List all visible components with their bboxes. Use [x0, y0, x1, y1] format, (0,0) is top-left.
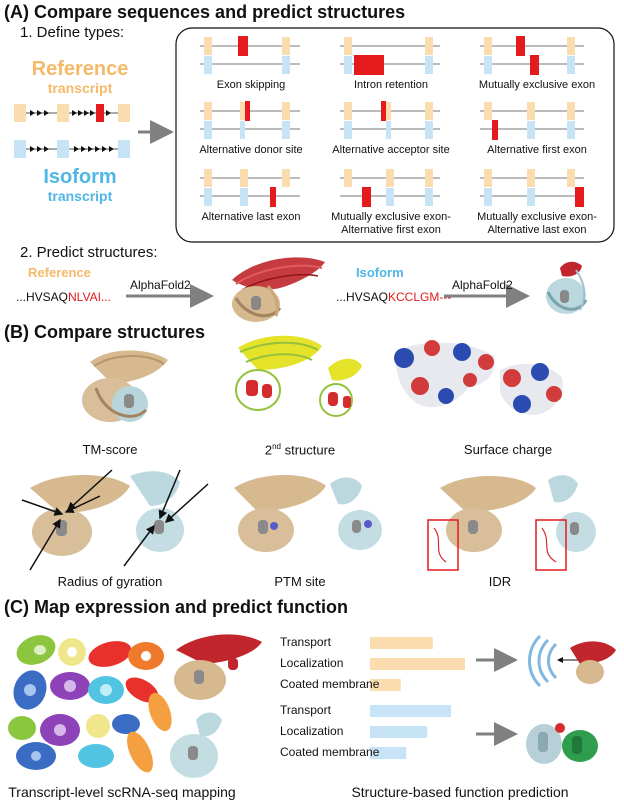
ref-term-0: Transport [280, 635, 331, 649]
type-label-mxe-alt-last-1: Mutually exclusive exon- [477, 211, 597, 223]
radius-caption: Radius of gyration [57, 574, 163, 589]
coated-membrane-icon [528, 634, 558, 688]
idr-caption: IDR [488, 574, 512, 589]
idr-graphics [427, 475, 596, 571]
isoform-sequence: ...HVSAQKCCLGM--- [336, 290, 451, 304]
ref-term-1: Localization [280, 656, 344, 670]
surface-charge-graphics [394, 340, 563, 415]
isoform-transcript-schematic [14, 140, 130, 158]
ptm-site-graphics [234, 475, 382, 552]
cell-collage [8, 635, 172, 773]
type-label-alt-donor: Alternative donor site [199, 144, 303, 156]
caption-left: Transcript-level scRNA-seq mapping [8, 784, 236, 800]
caption-right: Structure-based function prediction [351, 784, 569, 800]
section-b-title: (B) Compare structures [4, 322, 206, 342]
reference-function-bars [370, 637, 465, 691]
type-label-intron-retention: Intron retention [354, 79, 428, 91]
alphafold-label-isoform: AlphaFold2 [452, 278, 513, 292]
isoform-complex-structure [526, 723, 598, 764]
type-mxe-alt-first-glyph [340, 169, 440, 207]
type-label-mxe-alt-first-2: Alternative first exon [341, 224, 441, 236]
secondary-sup: nd [272, 442, 281, 451]
type-intron-retention-glyph [340, 37, 440, 75]
idr-box-reference [427, 519, 459, 571]
isoform-structure-c [170, 712, 222, 778]
step2-label: 2. Predict structures: [20, 244, 158, 261]
type-alt-donor-glyph [200, 101, 300, 139]
isoform-function-bars [370, 705, 452, 759]
secondary-suffix: structure [280, 442, 336, 458]
reference-sub: transcript [47, 80, 113, 96]
surface-charge-caption: Surface charge [463, 442, 553, 457]
type-label-mxe-alt-last-2: Alternative last exon [487, 224, 587, 236]
section-c-title: (C) Map expression and predict function [4, 597, 349, 617]
type-mutually-exclusive-glyph [480, 36, 584, 75]
type-label-alt-last: Alternative last exon [201, 211, 301, 223]
type-label-alt-acceptor: Alternative acceptor site [332, 144, 450, 156]
isoform-sub: transcript [47, 188, 113, 204]
type-label-mxe-alt-first-1: Mutually exclusive exon- [331, 211, 451, 223]
reference-structure-c [174, 634, 262, 700]
ptm-caption: PTM site [274, 574, 326, 589]
iso-bar-2 [370, 747, 407, 759]
reference-seq-common: ...HVSAQ [16, 290, 69, 304]
ref-bar-2 [370, 679, 401, 691]
isoform-structure-a [546, 261, 588, 314]
secondary-structure-caption: 2nd structure [240, 442, 360, 457]
isoform-label-step2: Isoform [356, 265, 404, 280]
isoform-word: Isoform [43, 166, 117, 188]
type-label-mutually-exclusive: Mutually exclusive exon [478, 79, 596, 91]
iso-term-2: Coated membrane [280, 745, 380, 759]
type-alt-acceptor-glyph [340, 101, 440, 139]
reference-seq-diff: NLVAI... [68, 290, 111, 304]
iso-term-0: Transport [280, 703, 331, 717]
reference-label-step2: Reference [28, 265, 91, 280]
reference-word: Reference [31, 58, 129, 80]
isoform-seq-diff: KCCLGM--- [388, 290, 452, 304]
isoform-seq-common: ...HVSAQ [336, 290, 389, 304]
step1-label: 1. Define types: [20, 24, 125, 41]
tm-score-structure [82, 350, 168, 422]
secondary-prefix: 2 [264, 442, 273, 458]
type-alt-first-glyph [480, 102, 584, 140]
ref-bar-0 [370, 637, 433, 649]
type-label-exon-skipping: Exon skipping [216, 79, 286, 91]
types-box [175, 27, 615, 243]
type-alt-last-glyph [200, 169, 300, 207]
reference-sequence: ...HVSAQNLVAI... [16, 290, 111, 304]
section-a-title: (A) Compare sequences and predict struct… [4, 2, 406, 22]
type-exon-skipping-glyph [200, 36, 300, 74]
iso-bar-1 [370, 726, 428, 738]
type-mxe-alt-last-glyph [480, 169, 584, 207]
tm-score-caption: TM-score [82, 442, 138, 457]
idr-box-isoform [535, 519, 567, 571]
ref-term-2: Coated membrane [280, 677, 380, 691]
ref-bar-1 [370, 658, 465, 670]
alphafold-label-reference: AlphaFold2 [130, 278, 191, 292]
iso-term-1: Localization [280, 724, 344, 738]
secondary-structure-graphics [235, 335, 362, 417]
radius-of-gyration-graphics [21, 469, 209, 571]
iso-bar-0 [370, 705, 452, 717]
reference-transcript-schematic [14, 104, 130, 122]
reference-structure-function [570, 641, 616, 684]
reference-structure-a [232, 257, 325, 322]
type-label-alt-first: Alternative first exon [487, 144, 587, 156]
